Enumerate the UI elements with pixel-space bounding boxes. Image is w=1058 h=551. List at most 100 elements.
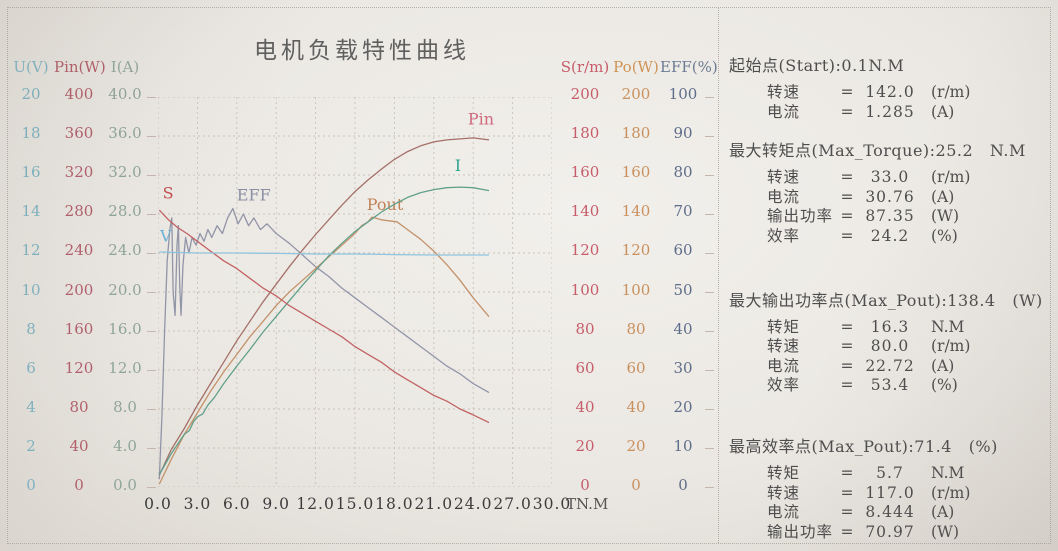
axis-row: 2 40 4.0 bbox=[8, 427, 146, 466]
axis-value: 12 bbox=[21, 241, 41, 260]
equals-sign: = bbox=[840, 376, 854, 395]
x-tick-label: 30.0 bbox=[532, 495, 572, 513]
tick-mark bbox=[147, 214, 156, 215]
measurement-unit: (A) bbox=[931, 102, 955, 121]
measurement-row: 输出功率 = 70.97 (W) bbox=[729, 523, 1051, 543]
measurement-row: 转速 = 80.0 (r/m) bbox=[729, 337, 1051, 357]
axis-value: 16.0 bbox=[108, 319, 142, 338]
measurement-unit: (%) bbox=[931, 226, 958, 245]
axis-row: 0 0 0 bbox=[558, 466, 706, 505]
equals-sign: = bbox=[840, 207, 854, 226]
axis-header: EFF(%) bbox=[660, 58, 718, 76]
axis-value: 360 bbox=[64, 123, 94, 142]
axis-header: S(r/m) bbox=[560, 58, 610, 76]
page-title: 电机负载特性曲线 bbox=[254, 38, 470, 64]
axis-row: 100 100 50 bbox=[558, 270, 706, 309]
measurement-unit: (r/m) bbox=[931, 483, 971, 502]
measurement-value: 87.35 bbox=[865, 207, 915, 226]
axis-value: 80 bbox=[575, 319, 595, 338]
curve-label-pout: Pout bbox=[367, 195, 404, 214]
axis-value: 16 bbox=[21, 162, 41, 181]
axis-value: 60 bbox=[626, 358, 646, 377]
tick-mark bbox=[705, 175, 714, 176]
axis-row: 160 160 80 bbox=[558, 152, 706, 191]
tick-mark bbox=[147, 175, 156, 176]
axis-value: 8 bbox=[26, 319, 36, 338]
measurement-unit: (W) bbox=[931, 207, 960, 226]
tick-mark bbox=[147, 97, 156, 98]
right-axis-scale: 200 200 100 180 180 90 160 160 80 140 140 70 120 120 6… bbox=[558, 74, 706, 505]
axis-header: Po(W) bbox=[613, 58, 659, 76]
axis-value: 6 bbox=[26, 358, 36, 377]
axis-value: 70 bbox=[673, 202, 693, 221]
axis-row: 6 120 12.0 bbox=[8, 348, 146, 387]
measurement-label: 转速 bbox=[767, 83, 801, 101]
axis-value: 10 bbox=[673, 437, 693, 456]
measurement-label: 电流 bbox=[767, 102, 801, 121]
axis-value: 40 bbox=[673, 319, 693, 338]
measurement-label: 效率 bbox=[767, 376, 801, 395]
measurement-label: 电流 bbox=[767, 187, 801, 206]
measurement-unit: (%) bbox=[931, 376, 958, 395]
measurement-value: 117.0 bbox=[865, 483, 915, 502]
measurement-value: 80.0 bbox=[870, 337, 910, 356]
curve-eff bbox=[158, 207, 490, 480]
axis-row: 80 80 40 bbox=[558, 309, 706, 348]
axis-value: 60 bbox=[575, 358, 595, 377]
axis-value: 80 bbox=[69, 398, 89, 417]
measurement-unit: (A) bbox=[931, 356, 955, 375]
axis-row: 180 180 90 bbox=[558, 113, 706, 152]
equals-sign: = bbox=[840, 483, 854, 502]
curve-s bbox=[158, 209, 490, 424]
x-tick-label: 12.0 bbox=[296, 495, 335, 513]
measurement-points-panel: 起始点(Start):0.1N.M 转速 = 142.0 (r/m) 电流 = 1.285 (A… bbox=[729, 52, 1051, 542]
axis-value: 40.0 bbox=[108, 84, 142, 103]
measurement-row: 转矩 = 16.3 N.M bbox=[729, 318, 1051, 338]
measurement-row: 输出功率 = 87.35 (W) bbox=[729, 207, 1051, 227]
curve-pout bbox=[158, 216, 490, 485]
axis-value: 240 bbox=[64, 241, 94, 260]
axis-value: 120 bbox=[64, 358, 94, 377]
axis-header: U(V) bbox=[13, 58, 49, 76]
equals-sign: = bbox=[840, 463, 854, 482]
measurement-row: 电流 = 1.285 (A) bbox=[729, 103, 1051, 123]
tick-mark bbox=[147, 487, 156, 488]
axis-value: 20 bbox=[626, 437, 646, 456]
panel-separator bbox=[718, 8, 719, 543]
axis-value: 180 bbox=[570, 123, 600, 142]
axis-value: 18 bbox=[21, 123, 41, 142]
left-axis-headers: U(V) Pin(W) I(A) bbox=[8, 58, 146, 76]
measurement-section-title: 最大输出功率点(Max_Pout):138.4 (W) bbox=[729, 290, 1043, 310]
measurement-section-title: 最大转矩点(Max_Torque):25.2 N.M bbox=[729, 141, 1026, 161]
axis-value: 80 bbox=[626, 319, 646, 338]
axis-row: 16 320 32.0 bbox=[8, 152, 146, 191]
measurement-section: 最大转矩点(Max_Torque):25.2 N.M 转速 = 33.0 (r/m) 电流… bbox=[729, 137, 1051, 246]
measurement-row: 转速 = 142.0 (r/m) bbox=[729, 83, 1051, 103]
tick-mark bbox=[705, 136, 714, 137]
axis-value: 0 bbox=[678, 476, 688, 495]
axis-value: 100 bbox=[668, 84, 698, 103]
axis-row: 60 60 30 bbox=[558, 348, 706, 387]
axis-value: 28.0 bbox=[108, 202, 142, 221]
measurement-value: 22.72 bbox=[865, 356, 915, 375]
curve-label-v: V bbox=[159, 226, 172, 245]
measurement-unit: (r/m) bbox=[931, 83, 971, 101]
axis-value: 8.0 bbox=[113, 398, 137, 417]
axis-value: 30 bbox=[673, 358, 693, 377]
measurement-unit: (A) bbox=[931, 187, 955, 206]
measurement-unit: (r/m) bbox=[931, 337, 971, 356]
axis-value: 20 bbox=[21, 84, 41, 103]
measurement-value: 24.2 bbox=[870, 226, 910, 245]
axis-row: 20 400 40.0 bbox=[8, 74, 146, 113]
axis-value: 2 bbox=[26, 437, 36, 456]
axis-value: 60 bbox=[673, 241, 693, 260]
x-tick-label: 24.0 bbox=[453, 495, 493, 513]
axis-value: 4 bbox=[26, 398, 36, 417]
axis-value: 20.0 bbox=[108, 280, 142, 299]
axis-value: 400 bbox=[64, 84, 94, 103]
axis-value: 200 bbox=[570, 84, 600, 103]
x-tick-label: 21.0 bbox=[414, 495, 454, 513]
equals-sign: = bbox=[840, 102, 854, 121]
axis-value: 100 bbox=[621, 280, 651, 299]
axis-value: 14 bbox=[21, 202, 41, 221]
